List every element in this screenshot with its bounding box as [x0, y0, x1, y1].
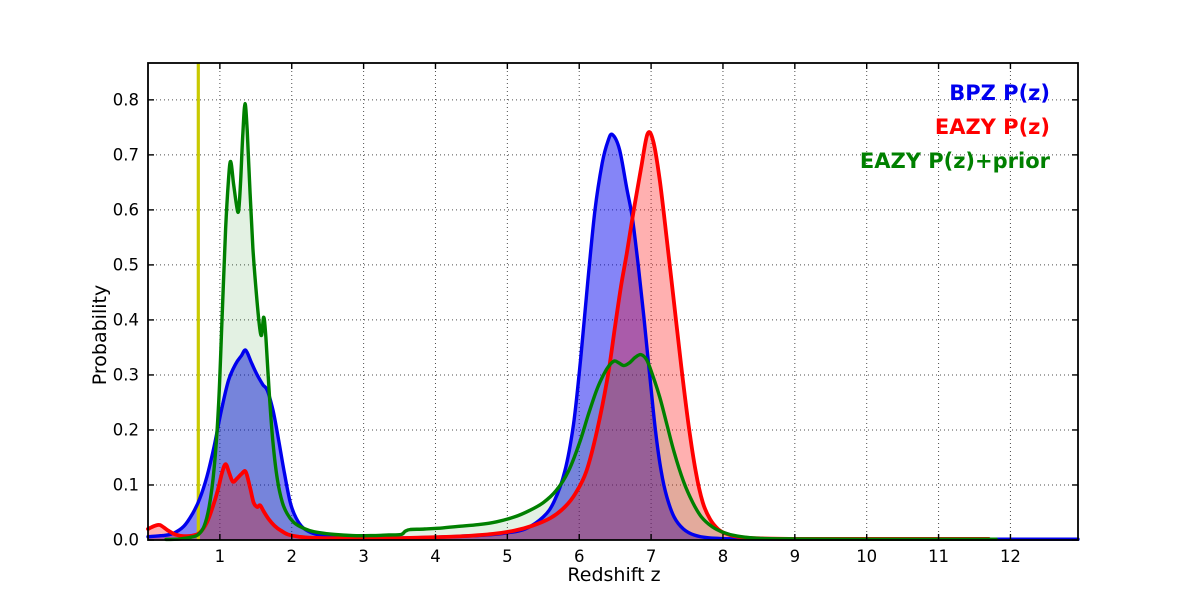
- x-tick-label: 4: [430, 547, 441, 566]
- y-tick-label: 0.8: [113, 90, 139, 109]
- legend-item-eazy: EAZY P(z): [934, 115, 1050, 139]
- x-tick-label: 6: [574, 547, 585, 566]
- x-tick-label: 7: [646, 547, 657, 566]
- x-tick-label: 1: [215, 547, 226, 566]
- x-tick-label: 10: [856, 547, 877, 566]
- x-tick-label: 5: [502, 547, 513, 566]
- y-tick-label: 0.7: [113, 145, 139, 164]
- x-tick-label: 2: [286, 547, 297, 566]
- y-tick-label: 0.0: [113, 531, 139, 550]
- y-tick-label: 0.2: [113, 420, 139, 439]
- x-tick-label: 8: [718, 547, 729, 566]
- y-tick-label: 0.1: [113, 475, 139, 494]
- x-tick-label: 3: [358, 547, 369, 566]
- x-tick-label: 11: [928, 547, 949, 566]
- x-tick-label: 9: [790, 547, 801, 566]
- series-line-1: [146, 130, 991, 541]
- legend-item-bpz: BPZ P(z): [949, 81, 1050, 105]
- series-line-2: [164, 101, 998, 542]
- series-fill-1: [148, 132, 989, 541]
- series-fill-2: [166, 103, 997, 541]
- y-axis-title: Probability: [89, 284, 111, 386]
- x-tick-label: 12: [1000, 547, 1021, 566]
- y-tick-label: 0.6: [113, 200, 139, 219]
- y-tick-label: 0.5: [113, 255, 139, 274]
- legend: BPZ P(z) EAZY P(z) EAZY P(z)+prior: [860, 76, 1050, 178]
- legend-item-eazy-prior: EAZY P(z)+prior: [859, 149, 1050, 173]
- y-tick-label: 0.4: [113, 310, 139, 329]
- x-axis-title: Redshift z: [567, 564, 661, 586]
- y-tick-label: 0.3: [113, 365, 139, 384]
- axes-spines: [147, 62, 1079, 541]
